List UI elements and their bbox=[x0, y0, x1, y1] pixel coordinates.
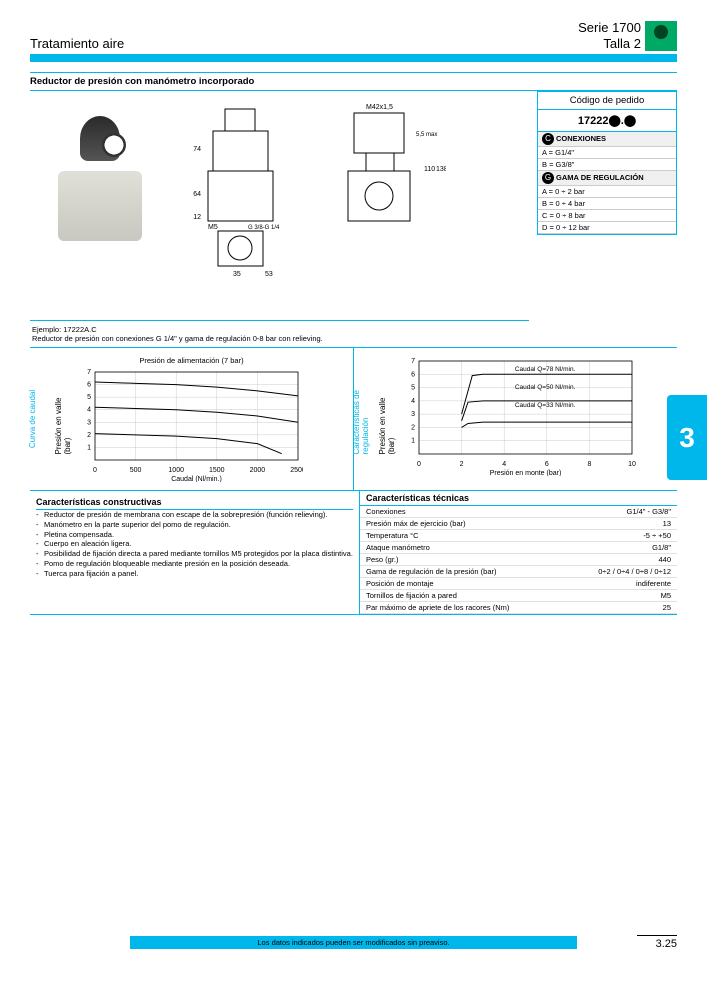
constructive-item: Tuerca para fijación a panel. bbox=[44, 569, 353, 579]
header-series: Serie 1700 Talla 2 bbox=[578, 20, 641, 51]
drawings-area: 74 64 12 M5 G 3/8-G 1/4 35 53 M42x1,5 5,… bbox=[30, 91, 529, 321]
footer-disclaimer: Los datos indicados pueden ser modificad… bbox=[130, 936, 577, 949]
svg-text:1: 1 bbox=[411, 438, 415, 445]
svg-text:M42x1,5: M42x1,5 bbox=[366, 104, 393, 111]
svg-text:10: 10 bbox=[628, 461, 636, 468]
order-option: A = 0 ÷ 2 bar bbox=[538, 186, 676, 198]
technical-drawing-front: 74 64 12 M5 G 3/8-G 1/4 35 53 bbox=[173, 101, 323, 281]
tech-row: Presión máx de ejercicio (bar)13 bbox=[360, 518, 677, 530]
svg-text:6: 6 bbox=[87, 382, 91, 389]
order-option: D = 0 ÷ 12 bar bbox=[538, 222, 676, 234]
order-option: C = 0 ÷ 8 bar bbox=[538, 210, 676, 222]
chart2-svg: 02468101234567Presión en monte (bar)Caud… bbox=[397, 356, 637, 476]
product-title: Reductor de presión con manómetro incorp… bbox=[30, 73, 677, 90]
svg-text:7: 7 bbox=[411, 358, 415, 365]
svg-text:4: 4 bbox=[502, 461, 506, 468]
constructive-item: Manómetro en la parte superior del pomo … bbox=[44, 520, 353, 530]
technical-drawing-side: M42x1,5 5,5 max 110 138 bbox=[336, 101, 446, 281]
svg-text:2: 2 bbox=[411, 425, 415, 432]
svg-text:3: 3 bbox=[87, 419, 91, 426]
order-code-heading: Código de pedido bbox=[538, 92, 676, 110]
svg-text:53: 53 bbox=[265, 271, 273, 278]
regulation-chart: Características de regulación Presión en… bbox=[354, 348, 677, 490]
svg-text:8: 8 bbox=[587, 461, 591, 468]
svg-text:Caudal Q=33 Nl/min.: Caudal Q=33 Nl/min. bbox=[515, 402, 576, 409]
svg-text:6: 6 bbox=[411, 371, 415, 378]
constructive-item: Posibilidad de fijación directa a pared … bbox=[44, 549, 353, 559]
svg-text:138: 138 bbox=[436, 166, 446, 173]
svg-text:M5: M5 bbox=[208, 224, 218, 231]
svg-text:Presión en monte (bar): Presión en monte (bar) bbox=[490, 470, 562, 476]
svg-text:12: 12 bbox=[193, 214, 201, 221]
svg-text:2500: 2500 bbox=[290, 467, 303, 474]
svg-text:500: 500 bbox=[130, 467, 142, 474]
constructive-item: Pomo de regulación bloqueable mediante p… bbox=[44, 559, 353, 569]
svg-text:2000: 2000 bbox=[250, 467, 266, 474]
svg-text:1500: 1500 bbox=[209, 467, 225, 474]
order-option: B = 0 ÷ 4 bar bbox=[538, 198, 676, 210]
tech-row: Ataque manómetroG1/8" bbox=[360, 542, 677, 554]
constructive-characteristics: Características constructivas Reductor d… bbox=[30, 491, 360, 614]
tech-row: Par máximo de apriete de los racores (Nm… bbox=[360, 602, 677, 614]
svg-text:Caudal (Nl/min.): Caudal (Nl/min.) bbox=[171, 476, 222, 482]
product-photo bbox=[40, 101, 160, 251]
chart1-svg: 0 500 1000 1500 2000 2500 1 2 3 4 5 6 7 Caudal (Nl/mi… bbox=[73, 367, 303, 482]
constructive-item: Cuerpo en aleación ligera. bbox=[44, 539, 353, 549]
svg-text:5,5 max: 5,5 max bbox=[416, 132, 437, 138]
svg-text:2: 2 bbox=[460, 461, 464, 468]
header-bar bbox=[30, 54, 677, 62]
svg-text:5: 5 bbox=[411, 385, 415, 392]
svg-text:0: 0 bbox=[417, 461, 421, 468]
svg-text:1000: 1000 bbox=[168, 467, 184, 474]
tech-row: Peso (gr.)440 bbox=[360, 554, 677, 566]
tech-row: Tornillos de fijación a paredM5 bbox=[360, 590, 677, 602]
constructive-item: Reductor de presión de membrana con esca… bbox=[44, 510, 353, 520]
example-text: Ejemplo: 17222A.C Reductor de presión co… bbox=[30, 321, 677, 348]
order-option: B = G3/8" bbox=[538, 159, 676, 171]
tech-row: ConexionesG1/4" - G3/8" bbox=[360, 506, 677, 518]
brand-logo bbox=[645, 21, 677, 51]
order-code-box: Código de pedido 17222⬤.⬤ CCONEXIONES A … bbox=[537, 91, 677, 235]
svg-text:64: 64 bbox=[193, 191, 201, 198]
svg-text:74: 74 bbox=[193, 146, 201, 153]
order-option: A = G1/4" bbox=[538, 147, 676, 159]
tech-row: Temperatura °C-5 ÷ +50 bbox=[360, 530, 677, 542]
header-category: Tratamiento aire bbox=[30, 36, 124, 51]
svg-text:0: 0 bbox=[93, 467, 97, 474]
order-code-value: 17222⬤.⬤ bbox=[538, 110, 676, 132]
svg-text:110: 110 bbox=[424, 166, 435, 173]
svg-text:1: 1 bbox=[87, 445, 91, 452]
section-tab: 3 bbox=[667, 395, 707, 480]
page-header: Tratamiento aire Serie 1700 Talla 2 bbox=[30, 20, 677, 51]
svg-text:Caudal Q=78 Nl/min.: Caudal Q=78 Nl/min. bbox=[515, 366, 576, 373]
flow-chart: Curva de caudal Presión en valle (bar) P… bbox=[30, 348, 354, 490]
svg-text:6: 6 bbox=[545, 461, 549, 468]
svg-text:Caudal Q=50 Nl/min.: Caudal Q=50 Nl/min. bbox=[515, 384, 576, 391]
svg-text:35: 35 bbox=[233, 271, 241, 278]
svg-text:G 3/8-G 1/4: G 3/8-G 1/4 bbox=[248, 225, 280, 231]
technical-characteristics: Características técnicas ConexionesG1/4"… bbox=[360, 491, 677, 614]
tech-row: Gama de regulación de la presión (bar)0÷… bbox=[360, 566, 677, 578]
svg-text:4: 4 bbox=[411, 398, 415, 405]
tech-row: Posición de montajeindiferente bbox=[360, 578, 677, 590]
page-number: 3.25 bbox=[637, 935, 677, 950]
svg-text:7: 7 bbox=[87, 369, 91, 376]
page-footer: Los datos indicados pueden ser modificad… bbox=[30, 935, 677, 950]
svg-text:4: 4 bbox=[87, 407, 91, 414]
svg-text:3: 3 bbox=[411, 411, 415, 418]
svg-text:5: 5 bbox=[87, 394, 91, 401]
svg-text:2: 2 bbox=[87, 432, 91, 439]
constructive-item: Pletina compensada. bbox=[44, 530, 353, 540]
